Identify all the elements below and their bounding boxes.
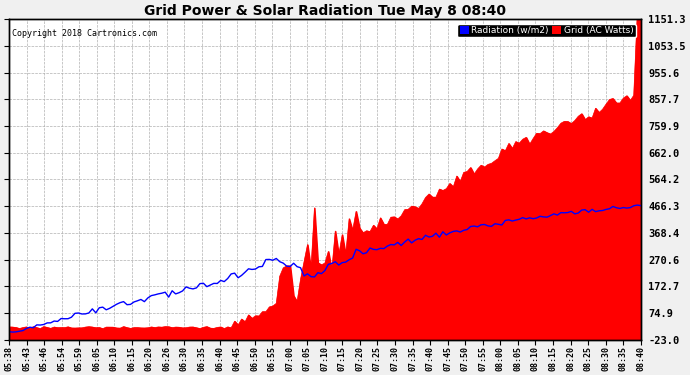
Text: Copyright 2018 Cartronics.com: Copyright 2018 Cartronics.com (12, 29, 157, 38)
Legend: Radiation (w/m2), Grid (AC Watts): Radiation (w/m2), Grid (AC Watts) (457, 24, 636, 38)
Title: Grid Power & Solar Radiation Tue May 8 08:40: Grid Power & Solar Radiation Tue May 8 0… (144, 4, 506, 18)
